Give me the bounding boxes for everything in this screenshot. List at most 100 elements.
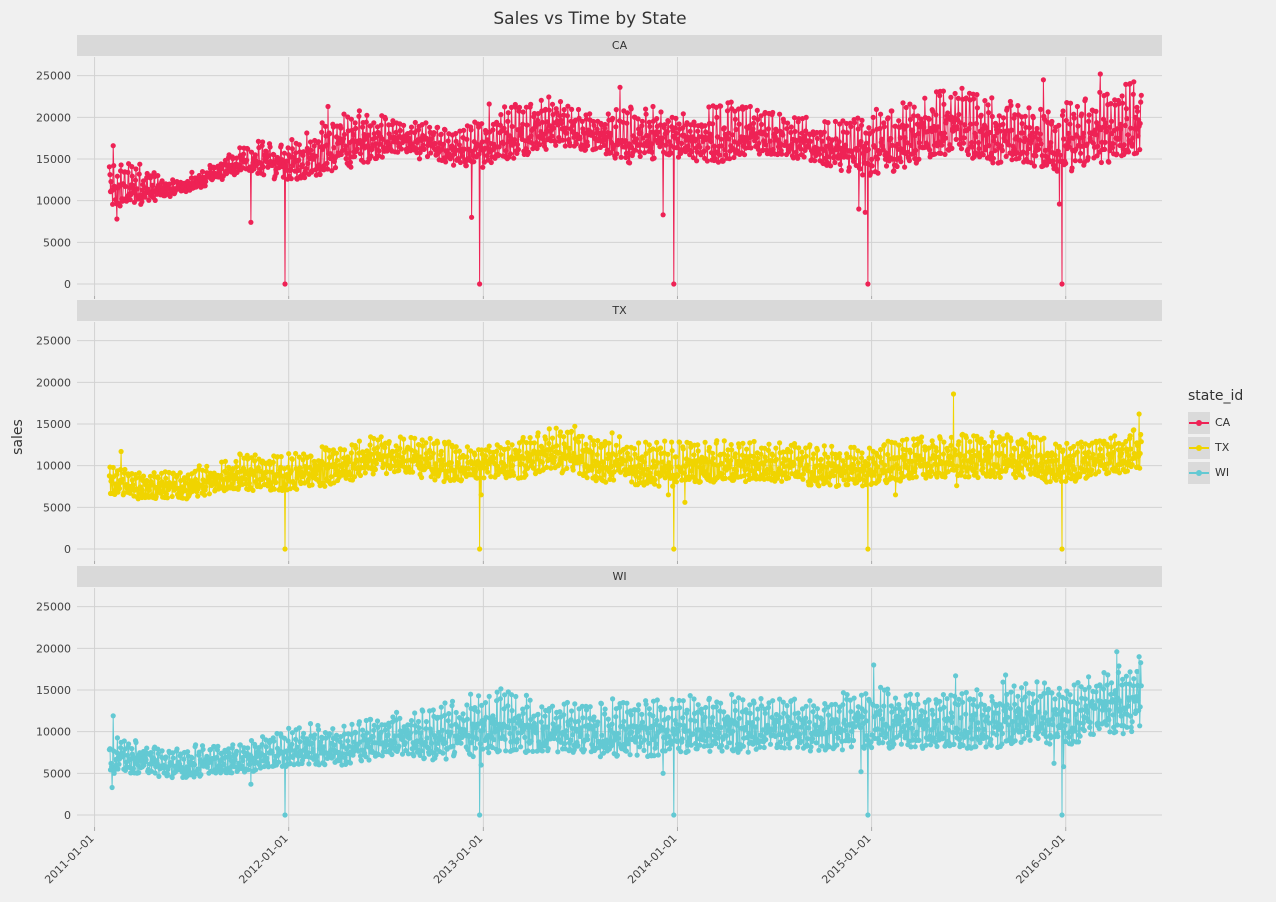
data-point [878,111,884,117]
data-point [613,714,619,720]
data-point [1008,438,1014,444]
data-point [224,477,231,483]
data-point [980,152,986,158]
data-point [1138,99,1144,105]
data-point [551,735,557,742]
data-point [512,725,518,731]
data-point [872,469,878,475]
data-point [1107,460,1113,466]
data-point [699,134,706,140]
data-point [611,469,617,475]
data-point [453,138,459,144]
data-point [967,439,973,445]
data-point [673,115,679,121]
data-point [724,453,731,459]
data-point [958,469,965,475]
data-point [632,451,638,457]
data-point [378,434,384,440]
data-point [399,455,406,461]
data-point [770,452,776,458]
data-point [780,132,786,138]
data-point [284,748,290,754]
facet-strip [77,566,1162,587]
data-point [507,730,513,737]
data-point [912,465,918,471]
data-point [524,465,531,471]
data-point [624,110,631,116]
data-point [289,456,295,462]
data-point [1003,153,1009,159]
data-point [458,740,464,746]
data-point [1050,158,1056,164]
data-point [1047,478,1053,485]
data-point [313,153,319,159]
data-point [443,756,449,762]
data-point [727,156,733,162]
data-point [982,98,988,104]
data-point [869,163,875,169]
data-point [432,140,438,147]
data-point [684,120,690,126]
data-point [535,111,541,117]
data-point [515,730,521,736]
data-point [919,434,925,440]
data-point [675,472,681,479]
data-point [623,154,629,161]
data-point [706,444,713,451]
data-point [708,138,714,145]
data-point [152,197,158,203]
y-tick-label: 15000 [36,153,71,166]
data-point [779,151,785,157]
data-point [193,742,199,748]
data-point [992,474,998,480]
data-point [307,139,314,145]
data-point [697,144,703,150]
data-point [288,747,294,753]
data-point [1037,137,1043,143]
data-point [1029,130,1035,136]
data-point [584,475,590,481]
data-point [498,452,504,458]
data-point [456,448,462,454]
data-point [903,104,909,111]
data-point [901,457,907,463]
data-point [764,471,770,477]
data-point [627,160,633,166]
data-point [1078,150,1084,156]
data-point [593,473,599,479]
data-point [858,455,865,461]
data-point [626,724,632,730]
data-point [479,139,485,145]
data-point [204,463,210,469]
data-point [862,209,868,215]
data-point [418,737,424,743]
data-point [691,452,697,458]
data-point [804,463,810,469]
data-point [485,469,491,475]
data-point [472,745,478,751]
data-point [526,149,532,155]
data-point [505,440,511,446]
data-point [987,129,993,136]
data-point [710,450,716,456]
data-point [845,482,851,488]
data-point [895,141,901,147]
data-point [959,85,965,91]
data-point [527,697,533,703]
data-point [305,160,311,167]
data-point [660,212,666,218]
data-point [544,724,550,730]
data-point [236,162,242,168]
data-point [606,440,612,446]
data-point [116,485,123,492]
data-point [754,135,760,141]
data-point [261,172,267,178]
data-point [519,461,525,467]
data-point [412,435,418,441]
data-point [950,391,957,397]
data-point [729,132,735,138]
data-point [553,425,559,431]
data-point [1108,118,1115,124]
data-point [676,121,682,127]
